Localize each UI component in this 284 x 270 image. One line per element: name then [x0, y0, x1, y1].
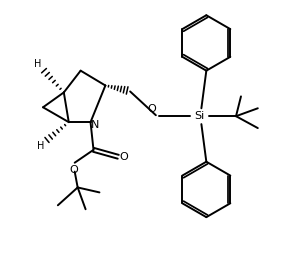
Text: O: O — [147, 104, 156, 114]
Text: N: N — [91, 120, 100, 130]
Text: H: H — [37, 141, 45, 151]
Text: H: H — [34, 59, 42, 69]
Text: Si: Si — [194, 111, 204, 121]
Text: O: O — [69, 165, 78, 175]
Text: O: O — [120, 152, 129, 162]
